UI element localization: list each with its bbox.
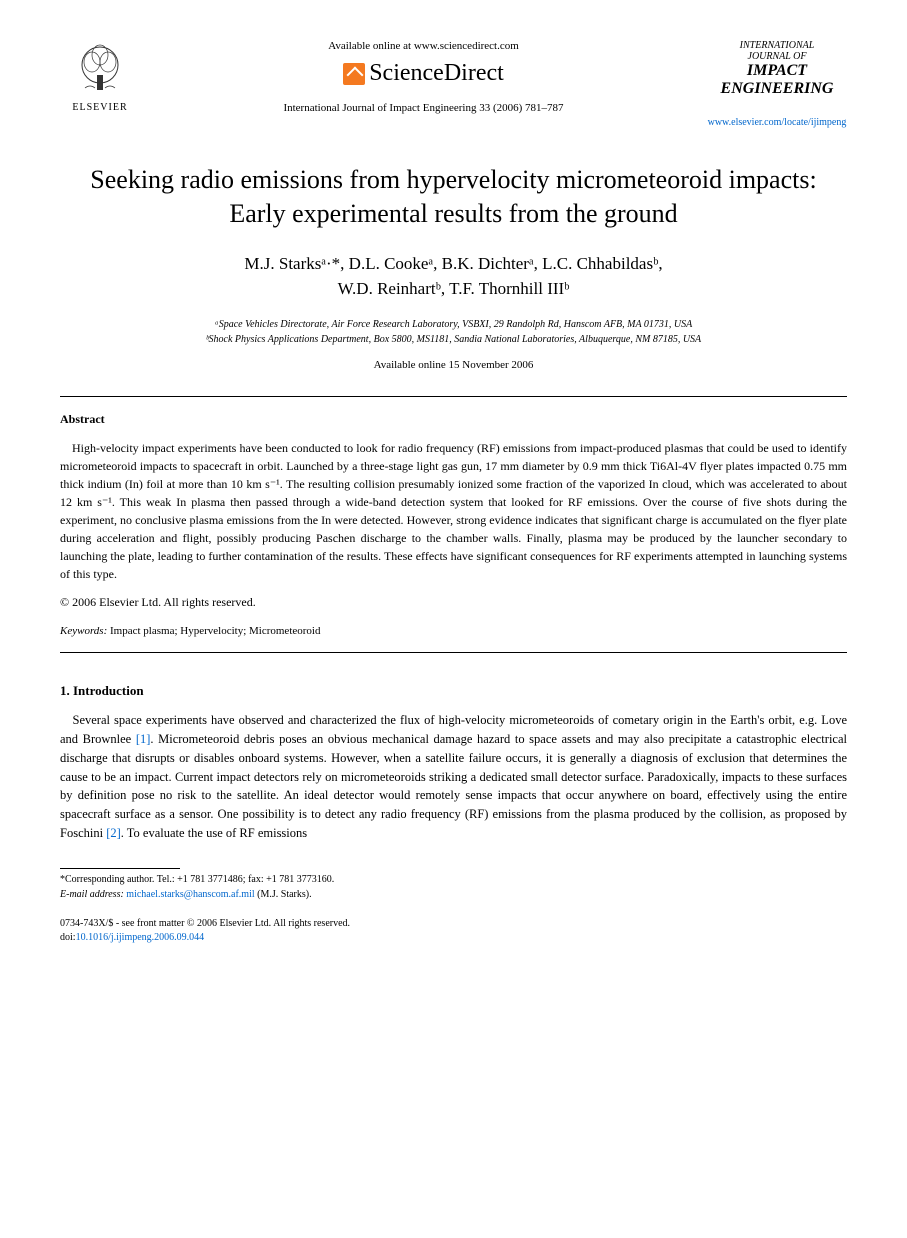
doi-link[interactable]: 10.1016/j.ijimpeng.2006.09.044 <box>76 932 205 943</box>
journal-impact: IMPACT <box>707 62 847 80</box>
email-author-name: (M.J. Starks). <box>255 889 312 900</box>
keywords: Keywords: Impact plasma; Hypervelocity; … <box>60 625 847 637</box>
affiliations: ᵃSpace Vehicles Directorate, Air Force R… <box>60 317 847 347</box>
authors: M.J. Starksᵃ·*, D.L. Cookeᵃ, B.K. Dichte… <box>60 251 847 302</box>
journal-url-link[interactable]: www.elsevier.com/locate/ijimpeng <box>707 117 847 128</box>
journal-box: INTERNATIONAL JOURNAL OF IMPACT ENGINEER… <box>707 40 847 128</box>
keywords-text: Impact plasma; Hypervelocity; Micrometeo… <box>107 625 320 637</box>
intro-text-3: . To evaluate the use of RF emissions <box>121 826 307 840</box>
center-header: Available online at www.sciencedirect.co… <box>140 40 707 114</box>
header-row: ELSEVIER Available online at www.science… <box>60 40 847 128</box>
abstract-copyright: © 2006 Elsevier Ltd. All rights reserved… <box>60 595 847 610</box>
journal-label-2: JOURNAL OF <box>707 51 847 62</box>
paper-page: ELSEVIER Available online at www.science… <box>0 0 907 985</box>
section-1-text: Several space experiments have observed … <box>60 711 847 842</box>
affiliation-a: ᵃSpace Vehicles Directorate, Air Force R… <box>60 317 847 332</box>
affiliation-b: ᵇShock Physics Applications Department, … <box>60 332 847 347</box>
sciencedirect-logo: ScienceDirect <box>140 60 707 87</box>
abstract-text: High-velocity impact experiments have be… <box>60 439 847 583</box>
authors-line-1: M.J. Starksᵃ·*, D.L. Cookeᵃ, B.K. Dichte… <box>244 254 662 273</box>
divider-top <box>60 396 847 397</box>
section-1-heading: 1. Introduction <box>60 683 847 699</box>
keywords-label: Keywords: <box>60 625 107 637</box>
footnote-divider <box>60 868 180 869</box>
journal-label-1: INTERNATIONAL <box>707 40 847 51</box>
email-label: E-mail address: <box>60 889 126 900</box>
journal-engineering: ENGINEERING <box>707 80 847 98</box>
citation-text: International Journal of Impact Engineer… <box>140 102 707 114</box>
corresponding-author: *Corresponding author. Tel.: +1 781 3771… <box>60 872 847 887</box>
issn-copyright: 0734-743X/$ - see front matter © 2006 El… <box>60 917 847 931</box>
paper-title: Seeking radio emissions from hyperveloci… <box>60 163 847 231</box>
divider-bottom <box>60 652 847 653</box>
abstract-heading: Abstract <box>60 412 847 427</box>
footnotes: *Corresponding author. Tel.: +1 781 3771… <box>60 872 847 902</box>
reference-link-2[interactable]: [2] <box>106 826 121 840</box>
elsevier-text: ELSEVIER <box>60 102 140 113</box>
doi-line: doi:10.1016/j.ijimpeng.2006.09.044 <box>60 931 847 945</box>
email-link[interactable]: michael.starks@hanscom.af.mil <box>126 889 254 900</box>
authors-line-2: W.D. Reinhartᵇ, T.F. Thornhill IIIᵇ <box>338 279 570 298</box>
available-online-text: Available online at www.sciencedirect.co… <box>140 40 707 52</box>
elsevier-tree-icon <box>60 40 140 102</box>
bottom-info: 0734-743X/$ - see front matter © 2006 El… <box>60 917 847 945</box>
reference-link-1[interactable]: [1] <box>136 732 151 746</box>
elsevier-logo: ELSEVIER <box>60 40 140 113</box>
sciencedirect-icon <box>343 63 365 85</box>
sciencedirect-name: ScienceDirect <box>369 60 504 86</box>
email-line: E-mail address: michael.starks@hanscom.a… <box>60 887 847 902</box>
doi-label: doi: <box>60 932 76 943</box>
publication-date: Available online 15 November 2006 <box>60 359 847 371</box>
intro-text-2: . Micrometeoroid debris poses an obvious… <box>60 732 847 840</box>
